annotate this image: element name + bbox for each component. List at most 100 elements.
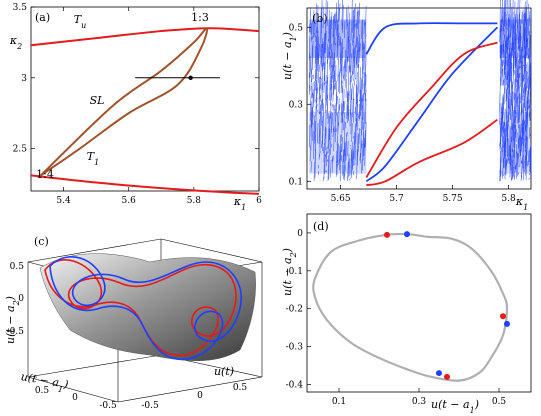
panel-a-ytick-label: 2.5	[13, 145, 28, 155]
panel-d-xtick-label: 0.3	[412, 397, 427, 407]
panel-c-box-edge	[27, 238, 162, 263]
panel-b-chaos-band	[503, 0, 505, 169]
panel-a-xtick-label: 6	[256, 196, 262, 206]
panel-c-ztick-label: 0.5	[233, 383, 248, 393]
panel-a-xtick-label: 5.8	[187, 196, 202, 206]
panel-d: (d) 0.1 0.3 0.5 -0.4 -0.3 -0.2 -0.1 0 u(t − a1) u(…	[281, 213, 532, 415]
panel-b-chaos-band	[308, 23, 311, 148]
panel-b-chaos-band	[512, 0, 514, 180]
panel-b-chaos-band	[530, 9, 532, 179]
panel-b-chaos-band	[361, 19, 363, 174]
panel-b-chaos-band	[351, 0, 353, 179]
panel-b-chaos-band	[326, 80, 328, 173]
panel-b-chaos-band	[348, 12, 351, 181]
panel-b-chaos-band	[314, 35, 316, 178]
panel-b-chaos-dense	[499, 19, 531, 59]
panel-b-chaos-band	[309, 7, 311, 162]
panel-d-red-point	[444, 373, 450, 380]
panel-b-chaos-dense	[309, 111, 367, 174]
panel-b-chaos-band	[346, 23, 348, 137]
panel-d-blue-point	[404, 231, 410, 238]
panel-b-ytick-label: 0.3	[289, 100, 304, 110]
panel-b-chaos-band	[330, 16, 332, 178]
panel-a-xlabel: κ1	[233, 195, 246, 212]
panel-b-chaos-band	[315, 3, 317, 131]
panel-b-xtick-label: 5.8	[501, 194, 516, 204]
panel-b-chaos-band	[362, 19, 364, 171]
panel-b-branch-2-top	[365, 41, 498, 178]
panel-b-chaos-band	[317, 5, 319, 144]
panel-a: (a) 5.4 5.6 5.8 6 2.5 3 3.5 Tu T1 SL 1:3 1:4 κ1 κ2	[9, 3, 262, 212]
panel-b-axes	[306, 7, 532, 190]
panel-b-chaos-band	[320, 7, 322, 116]
panel-b-chaos-band	[311, 20, 313, 128]
panel-a-curve-1	[30, 27, 260, 47]
panel-a-annotation: T1	[87, 150, 99, 167]
panel-c-ztick-label: 0	[197, 391, 203, 401]
panel-b-chaos-band	[344, 20, 346, 181]
panel-b-chaos-band	[340, 42, 342, 163]
panel-b-chaos-band	[319, 18, 321, 181]
panel-b: (b) 5.65 5.7 5.75 5.8 0.1 0.3 0.5 κ1 u(t − a1)	[281, 0, 532, 212]
panel-b-chaos-band	[364, 22, 366, 167]
panel-b-chaos-band	[313, 13, 315, 182]
panel-c-zlabel: u(t)	[214, 365, 234, 378]
panel-b-ytick-label: 0.5	[289, 23, 304, 33]
panel-a-xtick-label: 5.4	[56, 196, 71, 206]
panel-d-blue-point	[436, 370, 442, 377]
panel-b-chaos-band	[318, 43, 320, 160]
panel-b-chaos-band	[310, 22, 312, 173]
panel-a-ytick-label: 3.5	[13, 3, 28, 13]
panel-b-chaos-band	[325, 0, 327, 173]
panel-a-curve-2	[30, 174, 260, 195]
panel-b-chaos-band	[334, 13, 336, 132]
panel-d-ytick-label: -0.2	[286, 305, 303, 315]
panel-c-ztick-label: -0.5	[141, 401, 159, 411]
panel-b-chaos-band	[331, 51, 333, 173]
panel-b-xtick-label: 5.65	[331, 194, 351, 204]
panel-b-chaos-band	[515, 8, 518, 179]
panel-b-chaos-band	[362, 42, 364, 161]
panel-a-annotation: 1:4	[36, 168, 54, 181]
panel-b-chaos-band	[313, 10, 315, 160]
panel-b-chaos-band	[355, 23, 357, 144]
panel-a-curve-3	[40, 27, 209, 177]
panel-b-chaos-band	[358, 2, 360, 144]
panel-b-chaos-band	[321, 0, 323, 148]
panel-b-chaos-band	[326, 1, 329, 162]
panel-a-label: (a)	[35, 11, 50, 24]
panel-b-chaos-band	[516, 14, 518, 124]
panel-b-chaos-band	[529, 57, 531, 173]
panel-b-chaos-band	[357, 6, 359, 166]
panel-b-chaos-band	[324, 32, 326, 175]
panel-b-xtick-label: 5.7	[389, 194, 404, 204]
panel-b-chaos-band	[327, 39, 329, 182]
panel-b-chaos-band	[521, 40, 523, 141]
panel-b-chaos-band	[344, 49, 346, 172]
panel-b-branch-1-bottom	[365, 26, 499, 183]
panel-b-chaos-band	[323, 33, 325, 179]
panel-b-chaos-band	[523, 13, 525, 180]
panel-d-red-point	[384, 231, 390, 238]
panel-b-chaos-band	[519, 25, 522, 156]
panel-b-branch-1-top	[365, 22, 498, 55]
panel-b-chaos-band	[335, 2, 338, 177]
panel-d-xlabel: u(t − a1)	[431, 398, 479, 415]
panel-d-label: (d)	[313, 220, 329, 233]
panel-b-chaos-band	[322, 37, 324, 152]
panel-c: (c)0.50-0.50.50-0.5 -0.500.5u(t − a2)u(t …	[4, 235, 263, 411]
panel-b-chaos-band	[360, 77, 362, 164]
panel-b-xlabel: κ1	[515, 195, 528, 212]
panel-d-orbit	[312, 232, 509, 382]
panel-d-xtick-label: 0.5	[492, 397, 507, 407]
panel-b-ylabel: u(t − a1)	[281, 32, 298, 80]
panel-b-chaos-band	[357, 10, 360, 152]
panel-d-axes	[306, 213, 532, 393]
panel-c-xtick-label: 0.5	[35, 386, 50, 396]
panel-b-chaos-band	[510, 24, 512, 166]
panel-b-chaos-band	[332, 15, 334, 162]
panel-b-chaos-band	[345, 8, 347, 161]
panel-b-chaos-band	[350, 26, 352, 176]
panel-b-chaos-band	[338, 8, 340, 165]
